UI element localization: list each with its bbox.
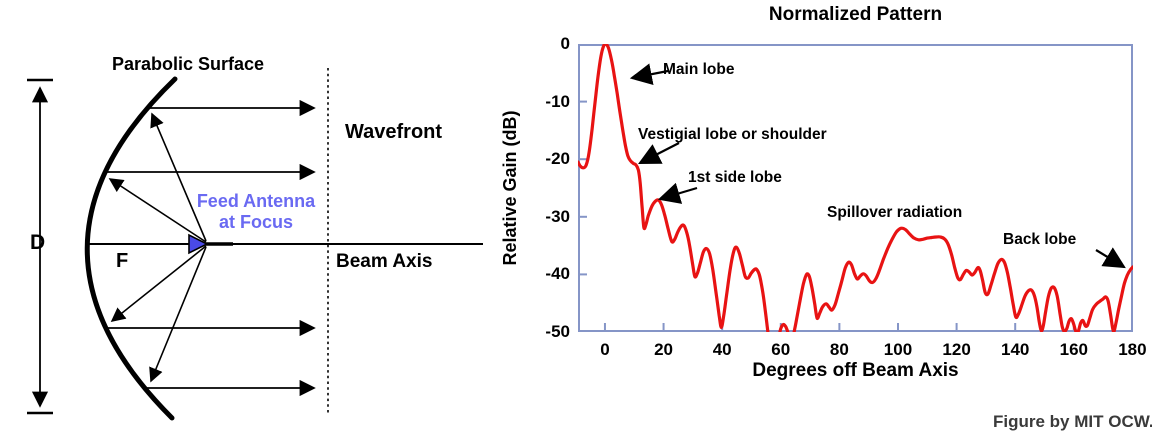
back-lobe-label: Back lobe: [1003, 231, 1077, 248]
feed-ray-4: [149, 246, 207, 383]
x-tick-label: 40: [712, 340, 732, 359]
gain-curve: [578, 44, 1133, 332]
y-tick-label: 0: [560, 34, 570, 53]
vestigial-lobe-arrow: [638, 142, 680, 165]
x-tick-label: 80: [829, 340, 849, 359]
diameter-label: D: [30, 231, 46, 254]
x-tick-label: 60: [771, 340, 791, 359]
feed-antenna-label-line2: at Focus: [218, 212, 293, 232]
chart-title: Normalized Pattern: [768, 4, 943, 25]
plot-area: [578, 44, 1133, 332]
x-tick-label: 0: [600, 340, 610, 359]
feed-antenna-triangle: [188, 233, 209, 255]
feed-ray-1: [150, 112, 207, 242]
back-lobe-arrow: [1095, 247, 1126, 269]
first-side-lobe-label: 1st side lobe: [688, 169, 782, 186]
vestigial-lobe-label: Vestigial lobe or shoulder: [638, 126, 827, 143]
x-tick-label: 160: [1059, 340, 1088, 359]
y-tick-label: -20: [545, 149, 570, 169]
wavefront-label: Wavefront: [345, 121, 443, 143]
main-lobe-arrow: [629, 63, 669, 86]
x-axis-label: Degrees off Beam Axis: [752, 360, 959, 381]
x-tick-label: 140: [1001, 340, 1030, 359]
antenna-geometry: [27, 68, 483, 421]
plot-frame: [578, 44, 1133, 332]
x-tick-label: 100: [883, 340, 913, 359]
beam-axis-label: Beam Axis: [336, 251, 433, 272]
feed-ray-2: [108, 178, 207, 243]
focal-length-label: F: [116, 250, 129, 272]
feed-antenna-label-line1: Feed Antenna: [196, 191, 316, 211]
spillover-radiation-label: Spillover radiation: [827, 204, 963, 221]
y-tick-label: -50: [545, 322, 570, 341]
parabola-arc: [84, 76, 178, 421]
main-lobe-label: Main lobe: [663, 61, 735, 78]
feed-ray-3: [110, 245, 207, 322]
figure-credit: Figure by MIT OCW.: [993, 412, 1152, 431]
y-tick-label: -40: [545, 264, 570, 284]
x-tick-label: 120: [942, 340, 971, 359]
x-tick-label: 20: [654, 340, 674, 359]
y-tick-label: -30: [545, 206, 570, 226]
x-tick-label: 180: [1118, 340, 1147, 359]
first-side-lobe-arrow: [657, 182, 698, 204]
parabolic-surface-label: Parabolic Surface: [111, 54, 265, 74]
y-tick-label: -10: [545, 91, 570, 111]
